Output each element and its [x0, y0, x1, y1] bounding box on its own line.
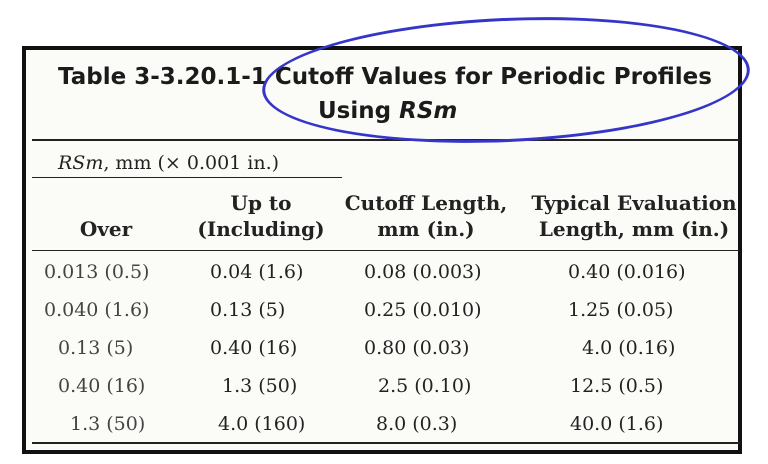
table-title: Cutoff Values for Periodic Profiles: [274, 64, 712, 90]
cell-over: 1.3 (50): [70, 413, 146, 435]
cell-over: 0.013 (0.5): [44, 261, 150, 283]
table-title-line2: Using RSm: [318, 98, 457, 124]
subhead-units: , mm (× 0.001 in.): [103, 152, 280, 174]
header-eval: Typical Evaluation Length, mm (in.): [531, 191, 737, 241]
cell-over: 0.40 (16): [58, 375, 146, 397]
cell-eval: 12.5 (0.5): [570, 375, 664, 397]
cell-upto: 0.13 (5): [210, 299, 286, 321]
cell-eval: 0.40 (0.016): [568, 261, 686, 283]
table-title-line1: Table 3-3.20.1-1 Cutoff Values for Perio…: [58, 64, 712, 90]
title-using: Using: [318, 98, 400, 124]
cell-upto: 4.0 (160): [218, 413, 306, 435]
cell-upto: 1.3 (50): [222, 375, 298, 397]
cell-cutoff: 0.25 (0.010): [364, 299, 482, 321]
header-over: Over: [79, 217, 133, 241]
title-rsm: RSm: [399, 98, 458, 124]
subhead-rsm: RSm: [58, 152, 104, 174]
subhead-rule: [32, 177, 342, 178]
cell-over: 0.13 (5): [58, 337, 134, 359]
header-cutoff: Cutoff Length, mm (in.): [344, 191, 508, 241]
cell-upto: 0.04 (1.6): [210, 261, 304, 283]
cell-eval: 1.25 (0.05): [568, 299, 674, 321]
header-upto: Up to (Including): [197, 191, 325, 241]
cell-eval: 40.0 (1.6): [570, 413, 664, 435]
cell-cutoff: 8.0 (0.3): [376, 413, 458, 435]
bottom-rule: [32, 442, 740, 444]
cell-cutoff: 2.5 (0.10): [378, 375, 472, 397]
cell-eval: 4.0 (0.16): [582, 337, 676, 359]
cell-upto: 0.40 (16): [210, 337, 298, 359]
header-rule: [32, 250, 740, 251]
table-frame: Table 3-3.20.1-1 Cutoff Values for Perio…: [22, 46, 742, 454]
cell-cutoff: 0.08 (0.003): [364, 261, 482, 283]
table-number: Table 3-3.20.1-1: [58, 64, 267, 90]
cell-cutoff: 0.80 (0.03): [364, 337, 470, 359]
cell-over: 0.040 (1.6): [44, 299, 150, 321]
rsm-subheader: RSm, mm (× 0.001 in.): [58, 152, 279, 174]
title-rule: [32, 139, 740, 141]
